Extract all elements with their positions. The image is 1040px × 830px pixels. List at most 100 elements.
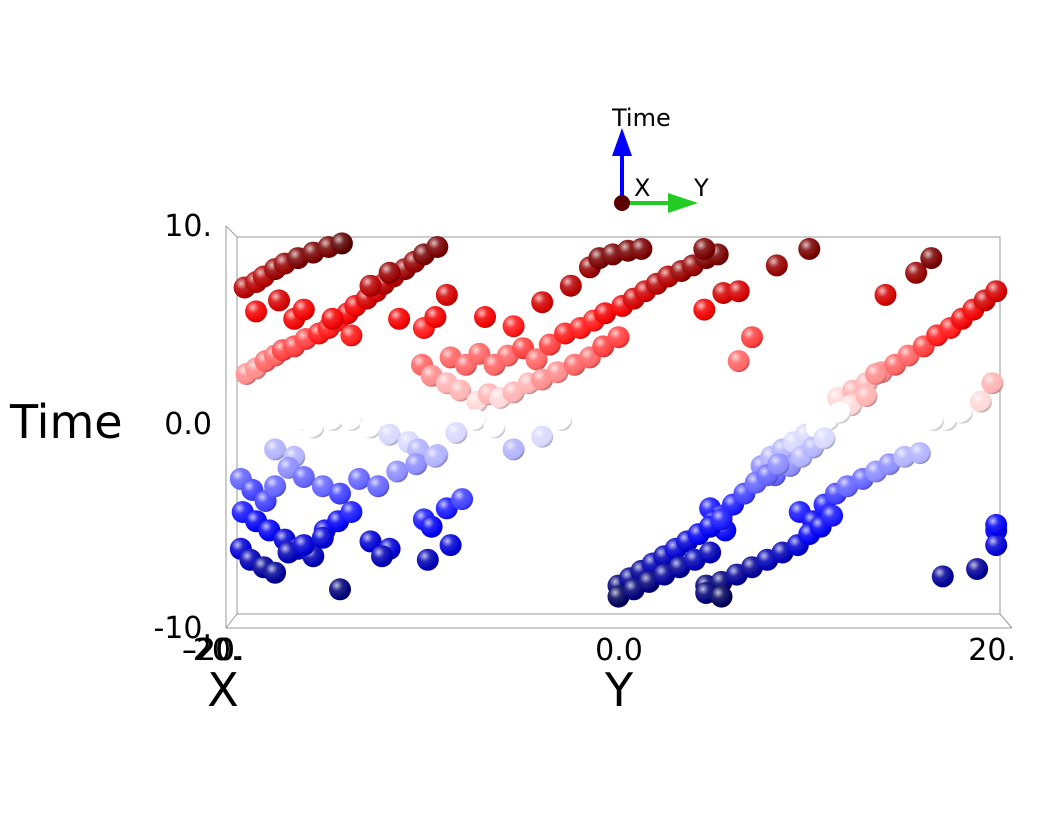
y-tick-label: -20. [186,633,245,668]
data-point [531,291,554,314]
data-point [693,237,716,260]
y-axis-title: Y [604,663,634,717]
frame-back [236,236,1001,615]
data-point [821,504,844,527]
triad-x-label: X [634,174,650,202]
data-point [594,302,617,325]
data-point [985,513,1008,536]
data-point [559,274,582,297]
data-point [321,409,344,431]
data-point [874,283,897,306]
data-point [449,379,472,402]
data-point [264,561,287,584]
data-point [340,501,363,523]
data-point [330,232,353,255]
data-point [607,326,630,349]
data-point [985,280,1008,303]
data-point [292,534,315,557]
data-point [525,348,548,371]
data-point [710,585,733,608]
data-point [922,409,945,431]
data-point [426,236,449,258]
data-point [969,390,992,413]
data-point [435,283,458,306]
data-point [464,409,487,431]
z-tick-label: 0.0 [164,407,212,442]
data-point [311,475,334,498]
data-point [468,342,491,365]
data-point [359,274,382,297]
data-point [905,261,928,284]
data-point [855,385,878,408]
z-axis-title: Time [9,395,123,449]
data-point [359,416,382,439]
data-point [710,508,733,531]
triad-y-arrowhead [668,193,698,213]
data-point [765,254,788,277]
data-point [264,475,287,498]
data-point [445,421,468,444]
data-point [416,548,439,571]
data-point [531,425,554,448]
triad-origin [614,195,630,211]
data-point [727,350,750,373]
frame-corner-bottom [225,613,238,629]
orientation-triad: Time X Y [611,104,709,213]
data-point [371,545,393,568]
data-point [699,541,722,564]
data-point [268,289,290,312]
data-point [359,530,382,553]
data-point [311,526,334,549]
data-point [386,460,409,483]
data-point [367,475,390,498]
data-point [340,324,363,347]
triad-y-label: Y [693,174,709,202]
data-point [981,372,1004,395]
x-tick-label: -20. [182,633,241,668]
data-point [348,467,371,490]
data-point [405,453,428,476]
data-point [424,445,447,468]
data-point [767,453,790,476]
data-point [828,401,851,424]
data-point [950,401,973,424]
data-point [329,482,351,505]
data-point [378,261,401,284]
data-point [550,409,573,431]
data-point [329,578,351,601]
data-point [424,306,447,328]
data-point [693,298,716,321]
data-point [798,237,821,260]
data-point [546,361,569,384]
data-point [292,298,315,321]
data-point [483,416,506,439]
frame-corner-top [225,225,238,238]
data-point [420,515,443,538]
data-point [474,306,496,328]
z-tick-label: 10. [164,209,212,244]
data-point [920,247,943,270]
z-axis-ticks: 10. 0.0 -10. [153,209,212,646]
data-point [340,409,363,431]
data-point [865,363,887,385]
triad-time-label: Time [611,104,671,132]
data-point [264,438,287,461]
data-point [502,315,525,338]
data-point [741,326,763,349]
y-axis-ticks: -20. 0.0 20. [186,633,1016,668]
y-tick-label: 20. [968,633,1016,668]
frame-corner-right [999,613,1013,629]
data-point [538,333,561,356]
data-point [451,488,474,511]
data-point [502,438,525,461]
data-point [302,416,325,439]
data-point [931,565,954,588]
plot-frame [225,225,1013,629]
triad-time-arrowhead [612,128,632,156]
data-point [813,427,836,450]
y-tick-label: 0.0 [595,633,643,668]
x-axis-title: X [207,663,239,717]
data-point [439,534,462,557]
data-point [985,534,1008,557]
